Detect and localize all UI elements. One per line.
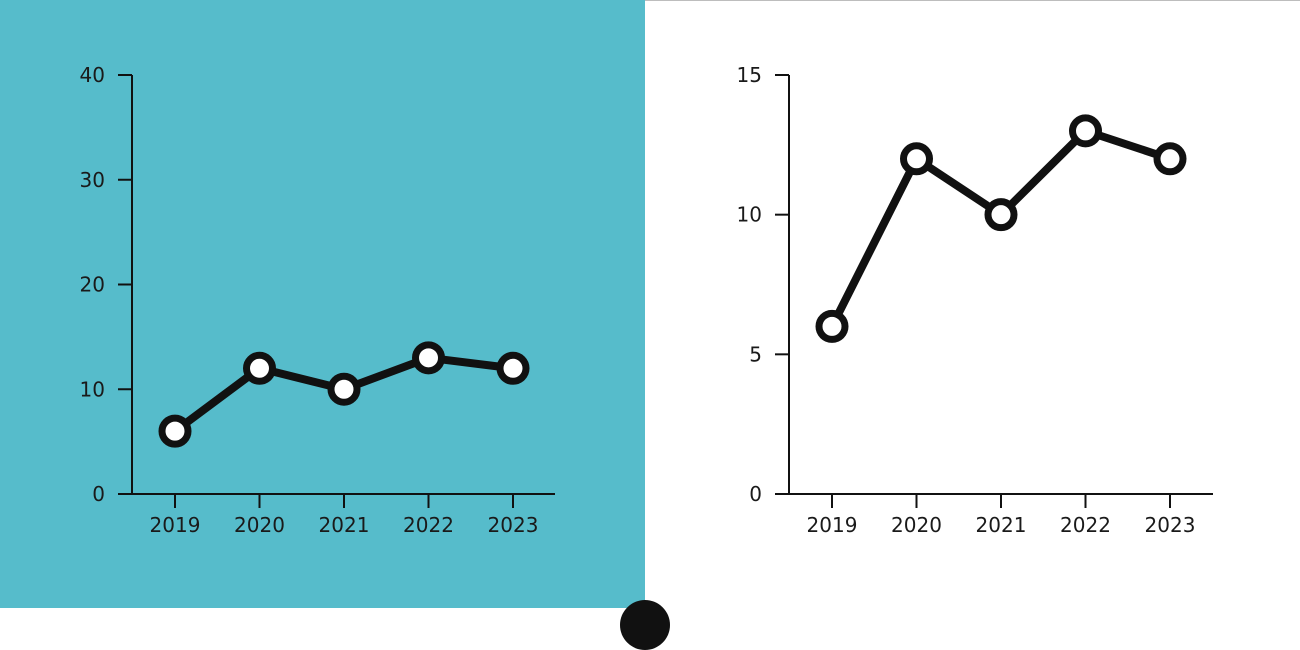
x-tick-label: 2019	[807, 513, 858, 537]
data-point-marker	[1069, 114, 1102, 148]
y-tick-label: 5	[749, 342, 762, 366]
y-tick-label: 10	[737, 203, 762, 227]
line-chart-right: 0 5 10 15 2019 2020 2021 2022 2023	[737, 63, 1213, 537]
x-tick-label: 2019	[150, 513, 201, 537]
x-tick-label: 2021	[319, 513, 370, 537]
y-tick-label: 40	[80, 63, 105, 87]
data-point-marker	[1153, 142, 1187, 176]
data-point-marker	[900, 142, 933, 176]
x-tick-label: 2022	[403, 513, 454, 537]
y-tick-label: 20	[80, 273, 105, 297]
y-tick-label: 10	[80, 377, 105, 401]
data-point-marker	[984, 198, 1018, 232]
line-chart-left: 0 10 20 30 40 2019 2020 2021 2022 2023	[80, 63, 555, 537]
data-point-marker	[243, 351, 276, 385]
top-divider	[645, 0, 1300, 1]
y-tick-label: 30	[80, 168, 105, 192]
x-tick-label: 2020	[234, 513, 285, 537]
data-point-marker	[327, 372, 361, 406]
data-point-marker	[496, 351, 530, 385]
right-chart-panel: 0 5 10 15 2019 2020 2021 2022 2023	[645, 0, 1300, 608]
data-point-marker	[412, 341, 445, 375]
y-tick-label: 15	[737, 63, 762, 87]
y-tick-label: 0	[749, 482, 762, 506]
y-tick-label: 0	[92, 482, 105, 506]
x-tick-label: 2022	[1060, 513, 1111, 537]
data-point-marker	[815, 309, 849, 343]
x-tick-label: 2023	[488, 513, 539, 537]
x-tick-label: 2020	[891, 513, 942, 537]
x-tick-label: 2023	[1145, 513, 1196, 537]
data-point-marker	[158, 414, 192, 448]
left-chart-panel: 0 10 20 30 40 2019 2020 2021 2022 2023	[0, 0, 645, 608]
x-tick-label: 2021	[976, 513, 1027, 537]
